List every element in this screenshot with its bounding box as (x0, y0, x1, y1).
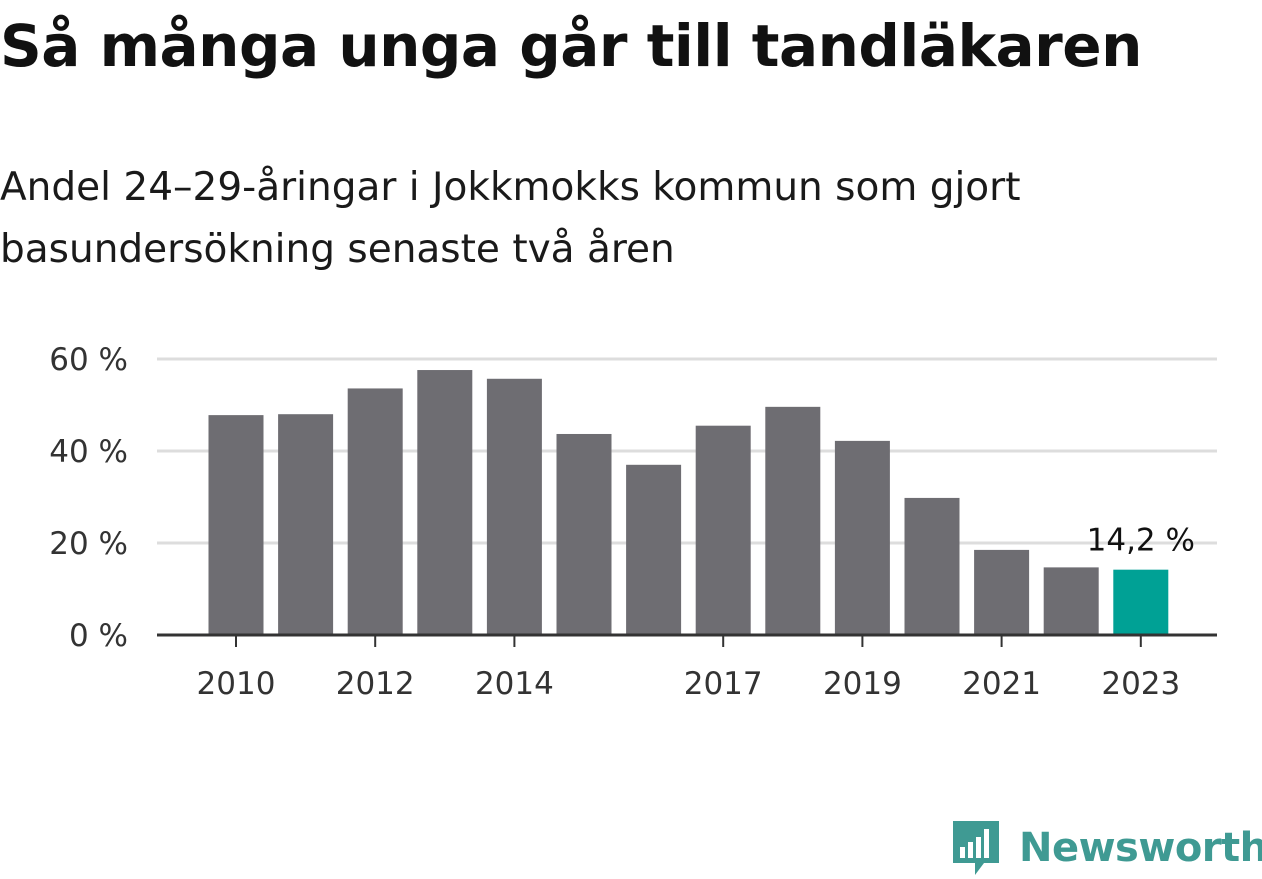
chart-subtitle: Andel 24–29-åringar i Jokkmokks kommun s… (0, 165, 1021, 272)
x-tick-label: 2017 (684, 666, 763, 702)
y-tick-label: 60 % (49, 342, 128, 378)
x-tick-label: 2019 (823, 666, 902, 702)
bar (974, 549, 1030, 635)
bar (347, 388, 403, 635)
grid-lines (157, 357, 1217, 545)
x-tick-label: 2014 (475, 666, 554, 702)
bar (765, 406, 821, 635)
highlight-value-label: 14,2 % (1087, 523, 1195, 559)
bar (278, 414, 334, 635)
chart-title: Så många unga går till tandläkaren (0, 12, 1142, 80)
newsworthy-logo: Newsworthy (951, 818, 1262, 878)
bar (626, 464, 682, 635)
bar (486, 378, 542, 635)
y-tick-label: 20 % (49, 526, 128, 562)
highlight-bar (1113, 569, 1169, 635)
bar-chart-speech-bubble-icon (953, 821, 999, 875)
axis-labels: 0 % 20 % 40 % 60 % 2010 2012 2014 2017 2019 2021 2… (49, 342, 1195, 702)
y-tick-label: 40 % (49, 434, 128, 470)
bar (208, 415, 264, 635)
x-tick-label: 2012 (336, 666, 415, 702)
bar (417, 370, 473, 635)
bar-chart: 0 % 20 % 40 % 60 % 2010 2012 2014 2017 2019 2021 2… (49, 342, 1217, 702)
bar (556, 433, 612, 635)
bar (1043, 567, 1099, 635)
brand-name: Newsworthy (1019, 825, 1262, 871)
x-axis (157, 633, 1217, 647)
bar (904, 497, 960, 635)
x-tick-label: 2021 (962, 666, 1041, 702)
x-tick-label: 2023 (1101, 666, 1180, 702)
y-tick-label: 0 % (69, 618, 128, 654)
bars (208, 370, 1169, 635)
bar (695, 425, 751, 635)
x-tick-label: 2010 (197, 666, 276, 702)
bar (834, 440, 890, 635)
